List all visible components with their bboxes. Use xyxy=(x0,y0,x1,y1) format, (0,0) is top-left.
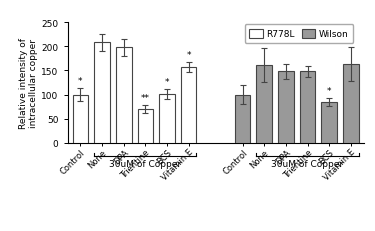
Bar xyxy=(73,95,88,143)
Bar xyxy=(300,72,315,143)
Text: **: ** xyxy=(141,94,150,103)
Text: *: * xyxy=(78,77,83,86)
Bar xyxy=(278,72,294,143)
Bar xyxy=(116,48,132,143)
Text: *: * xyxy=(327,87,332,96)
Bar xyxy=(256,65,272,143)
Bar xyxy=(159,95,175,143)
Text: 30uM of Copper: 30uM of Copper xyxy=(272,160,344,169)
Bar xyxy=(235,95,250,143)
Bar xyxy=(138,109,153,143)
Text: 30uM of Copper: 30uM of Copper xyxy=(109,160,182,169)
Legend: R778L, Wilson: R778L, Wilson xyxy=(244,25,353,44)
Bar xyxy=(181,68,196,143)
Bar xyxy=(321,102,337,143)
Text: *: * xyxy=(186,51,191,60)
Bar xyxy=(343,65,358,143)
Y-axis label: Relative intensity of
intracellular copper: Relative intensity of intracellular copp… xyxy=(19,38,39,128)
Bar xyxy=(94,43,110,143)
Text: *: * xyxy=(165,78,169,87)
